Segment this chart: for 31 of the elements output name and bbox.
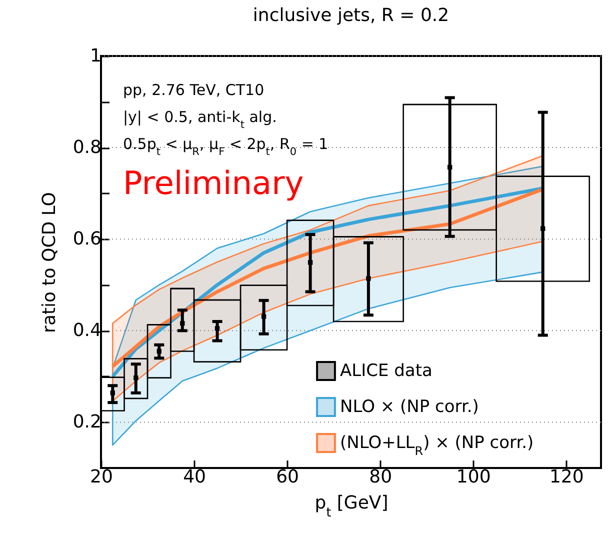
x-tick-label: 120 xyxy=(549,466,584,488)
x-tick-label: 80 xyxy=(369,466,392,488)
y-tick-label: 0.8 xyxy=(72,137,102,158)
point xyxy=(308,260,313,265)
point xyxy=(110,390,115,396)
x-axis-title: p$_{t}$ [GeV] xyxy=(314,492,388,519)
legend-label: ALICE data xyxy=(340,361,432,381)
text: 0.5p$_{t}$ < μ$_{R}$, μ$_{F}$ < 2p$_{t}$, R$_{0}$ = 1 xyxy=(123,135,328,158)
y-tick-label: 0.4 xyxy=(72,320,102,342)
chart-title: inclusive jets, R = 0.2 xyxy=(252,5,450,26)
point xyxy=(214,326,220,331)
legend-label: NLO × (NP corr.) xyxy=(340,397,479,417)
y-axis-title: ratio to QCD LO xyxy=(38,192,60,333)
y-tick-label: 1 xyxy=(90,46,102,66)
point xyxy=(366,276,371,281)
point xyxy=(447,164,452,170)
point xyxy=(261,314,266,319)
point xyxy=(540,226,546,231)
annotation: |y| < 0.5, anti-k$_{t}$ alg. xyxy=(123,108,277,131)
y-tick-label: 0.6 xyxy=(72,228,102,250)
x-tick-label: 60 xyxy=(276,466,299,488)
annotation: pp, 2.76 TeV, CT10 xyxy=(123,81,264,99)
point xyxy=(180,320,185,326)
x-tick-label: 20 xyxy=(90,466,113,488)
x-tick-label: 40 xyxy=(183,466,206,488)
point xyxy=(134,375,138,380)
legend-label: (NLO+LL$_{R}$) × (NP corr.) xyxy=(340,433,534,458)
point xyxy=(156,348,162,354)
y-tick-label: 0.2 xyxy=(72,412,102,433)
annotation: Preliminary xyxy=(123,164,304,202)
x-tick-label: 100 xyxy=(456,466,491,488)
